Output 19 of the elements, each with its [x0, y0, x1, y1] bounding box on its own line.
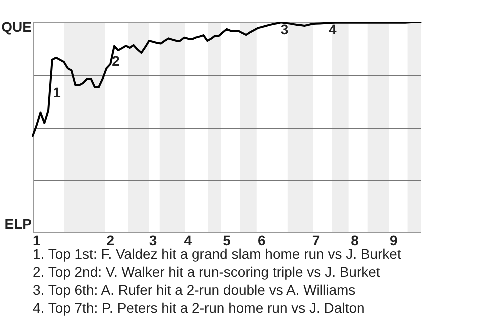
text: ELP	[4, 216, 32, 232]
text: 1. Top 1st: F. Valdez hit a grand slam home run vs J. Burket	[33, 246, 402, 263]
text: 4. Top 7th: P. Peters hit a 2-run home run vs J. Dalton	[33, 299, 366, 317]
x-tick-label: 2	[106, 232, 115, 248]
text: 3. Top 6th: A. Rufer hit a 2-run double vs A. Williams	[33, 281, 357, 299]
x-tick-label: 5	[223, 232, 232, 248]
x-tick-label: 8	[351, 232, 360, 248]
x-tick-label: 6	[258, 232, 266, 248]
x-tick-label: 4	[184, 232, 192, 248]
annotation: 1	[53, 84, 62, 101]
x-tick-label: 9	[390, 232, 398, 248]
x-tick-label: 1	[32, 232, 41, 248]
text: 2. Top 2nd: V. Walker hit a run-scoring triple vs J. Burket	[33, 263, 382, 281]
annotation: 4	[329, 21, 338, 38]
annotation: 2	[112, 52, 120, 69]
text: QUE	[2, 18, 32, 35]
annotation: 3	[280, 21, 289, 38]
x-tick-label: 3	[149, 232, 158, 248]
x-tick-label: 7	[312, 232, 320, 248]
